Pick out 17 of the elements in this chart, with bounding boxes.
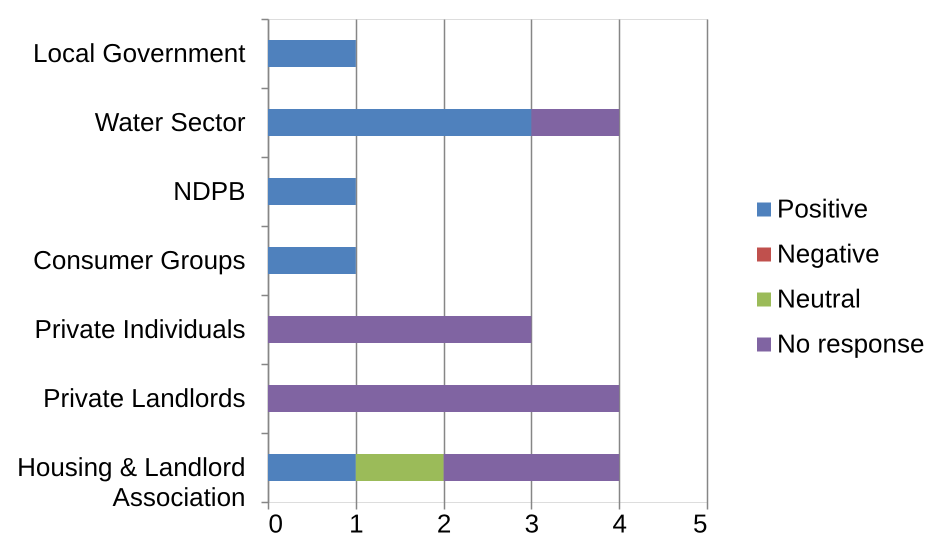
y-tick-label: NDPB — [173, 176, 246, 206]
y-tick-label: Local Government — [33, 38, 246, 68]
y-tick-label: Private Individuals — [34, 314, 246, 344]
legend-label: Negative — [777, 238, 880, 268]
y-tick-label: Housing & Landlord Association — [17, 452, 246, 512]
legend-label: Neutral — [777, 284, 861, 314]
x-tick-label: 1 — [349, 508, 364, 538]
x-tick-label: 4 — [612, 508, 627, 538]
x-tick-label: 5 — [693, 508, 708, 538]
legend-label: No response — [777, 328, 924, 358]
legend-label: Positive — [777, 194, 868, 224]
y-tick-label: Consumer Groups — [33, 245, 246, 275]
y-tick-label: Private Landlords — [43, 383, 246, 413]
y-tick-label: Water Sector — [94, 107, 246, 137]
x-tick-label: 2 — [436, 508, 452, 538]
x-tick-label: 0 — [268, 508, 283, 538]
x-tick-label: 3 — [524, 508, 540, 538]
